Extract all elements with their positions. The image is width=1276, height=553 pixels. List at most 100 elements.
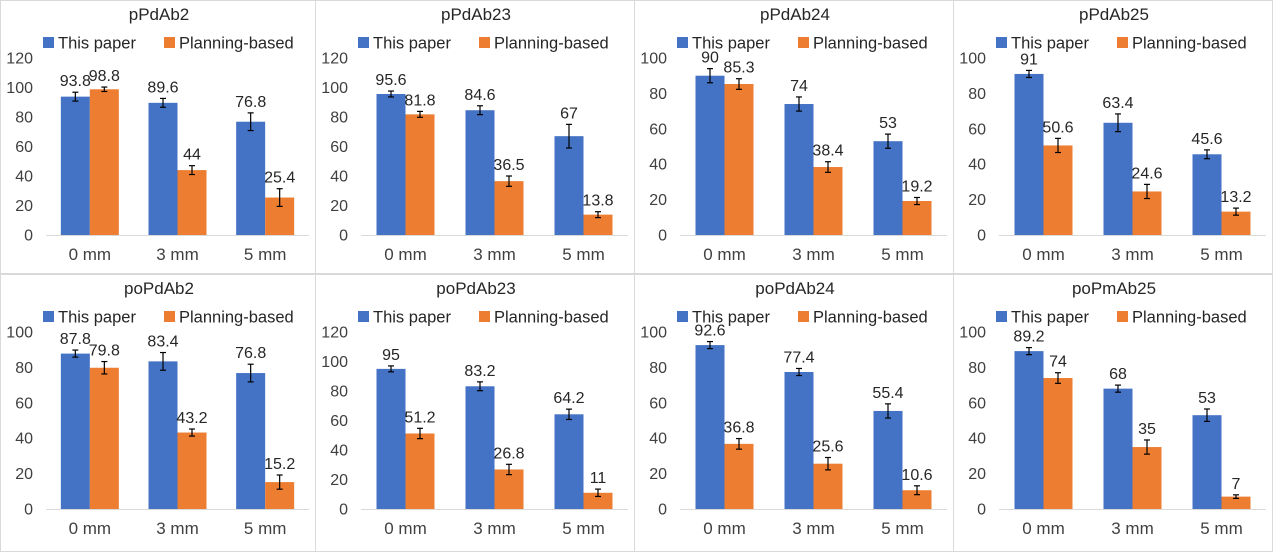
error-bar <box>189 428 195 437</box>
data-label: 63.4 <box>1102 95 1133 112</box>
y-tick-label: 20 <box>968 192 986 209</box>
y-tick-label: 120 <box>321 51 348 68</box>
y-tick-label: 20 <box>968 466 986 483</box>
chart-legend: This paper Planning-based <box>43 309 294 327</box>
chart-title: pPdAb24 <box>760 5 830 24</box>
y-tick-label: 120 <box>321 325 348 342</box>
bar-chart-svg: poPdAb23 This paper Planning-based 0 20 40 60 8… <box>321 279 628 538</box>
y-tick-label: 80 <box>15 110 33 127</box>
data-label: 45.6 <box>1191 131 1222 148</box>
y-tick-label: 80 <box>330 110 348 127</box>
data-label: 36.8 <box>723 420 754 437</box>
error-bar <box>417 427 423 440</box>
x-category-label: 3 mm <box>1111 245 1154 264</box>
bar-this-paper-0 <box>60 353 90 509</box>
legend-label-planning-based: Planning-based <box>494 35 609 53</box>
error-bar <box>1144 183 1150 200</box>
bar-this-paper-0 <box>60 96 90 236</box>
legend-swatch-this-paper <box>996 37 1007 48</box>
data-label: 55.4 <box>872 385 903 402</box>
x-category-label: 0 mm <box>703 519 746 538</box>
data-label: 26.8 <box>493 445 524 462</box>
error-bar <box>189 165 195 176</box>
legend-label-planning-based: Planning-based <box>813 35 928 53</box>
bar-planning-based-1 <box>494 469 524 509</box>
legend-label-this-paper: This paper <box>373 309 451 327</box>
y-tick-label: 20 <box>649 192 667 209</box>
y-tick-label: 100 <box>6 325 33 342</box>
legend-label-planning-based: Planning-based <box>179 35 294 53</box>
y-tick-label: 60 <box>649 121 667 138</box>
y-tick-label: 100 <box>6 80 33 97</box>
y-tick-label: 0 <box>658 228 667 245</box>
data-label: 7 <box>1232 476 1241 493</box>
error-bar <box>566 408 572 421</box>
y-tick-label: 40 <box>330 443 348 460</box>
bar-planning-based-0 <box>724 443 754 509</box>
error-bar <box>276 188 283 207</box>
y-tick-label: 20 <box>649 466 667 483</box>
y-tick-label: 80 <box>968 86 986 103</box>
data-label: 53 <box>879 115 897 132</box>
data-label: 93.8 <box>60 73 91 90</box>
legend-swatch-this-paper <box>358 311 369 322</box>
data-label: 51.2 <box>404 409 435 426</box>
x-category-label: 5 mm <box>562 519 605 538</box>
error-bar <box>595 211 601 219</box>
y-tick-label: 40 <box>649 431 667 448</box>
bar-planning-based-1 <box>813 167 843 235</box>
error-bar <box>72 349 79 358</box>
chart-title: pPdAb25 <box>1079 5 1149 24</box>
bar-chart-svg: poPdAb2 This paper Planning-based 0 20 40 60 80… <box>6 279 309 538</box>
x-category-label: 5 mm <box>1200 519 1243 538</box>
bar-this-paper-1 <box>1103 388 1133 509</box>
data-label: 83.4 <box>147 334 178 351</box>
error-bar <box>885 403 891 419</box>
error-bar <box>1026 346 1032 356</box>
y-tick-label: 80 <box>330 384 348 401</box>
legend-swatch-this-paper <box>996 311 1007 322</box>
bar-chart-svg: poPdAb24 This paper Planning-based 0 20 40 60 8… <box>640 279 947 538</box>
x-category-label: 3 mm <box>156 245 199 264</box>
error-bar <box>736 78 742 90</box>
error-bar <box>1144 439 1150 455</box>
error-bar <box>1115 384 1121 393</box>
data-label: 68 <box>1109 366 1127 383</box>
error-bar <box>477 105 483 116</box>
x-category-label: 5 mm <box>881 245 924 264</box>
bar-planning-based-2 <box>1221 211 1251 235</box>
bar-this-paper-0 <box>695 75 725 235</box>
y-tick-label: 60 <box>330 139 348 156</box>
error-bar <box>914 196 920 206</box>
bar-planning-based-2 <box>583 214 613 235</box>
legend-swatch-this-paper <box>358 37 369 48</box>
bar-this-paper-2 <box>873 141 903 235</box>
data-label: 91 <box>1020 51 1038 68</box>
data-label: 11 <box>590 470 607 487</box>
bar-this-paper-2 <box>554 136 584 235</box>
x-category-label: 0 mm <box>1022 519 1065 538</box>
data-label: 53 <box>1198 390 1216 407</box>
error-bar <box>1233 207 1239 216</box>
y-tick-label: 60 <box>649 395 667 412</box>
data-label: 95 <box>382 347 400 364</box>
x-category-label: 5 mm <box>1200 245 1243 264</box>
y-tick-label: 0 <box>24 502 33 519</box>
bar-planning-based-0 <box>1043 145 1073 235</box>
y-tick-label: 100 <box>640 51 667 68</box>
data-label: 36.5 <box>493 157 524 174</box>
bar-this-paper-2 <box>1192 154 1222 235</box>
chart-panel-poPdAb2: poPdAb2 This paper Planning-based 0 20 40 60 80… <box>0 274 316 552</box>
chart-panel-poPmAb25: poPmAb25 This paper Planning-based 0 20 40 60 8… <box>953 274 1273 552</box>
y-tick-label: 20 <box>15 466 33 483</box>
chart-legend: This paper Planning-based <box>677 35 928 53</box>
error-bar <box>796 96 802 112</box>
x-category-label: 5 mm <box>244 245 287 264</box>
x-category-label: 3 mm <box>792 519 835 538</box>
legend-swatch-this-paper <box>43 311 54 322</box>
legend-swatch-planning-based <box>798 311 809 322</box>
y-tick-label: 80 <box>968 360 986 377</box>
error-bar <box>1055 137 1061 154</box>
data-label: 98.8 <box>89 68 120 85</box>
